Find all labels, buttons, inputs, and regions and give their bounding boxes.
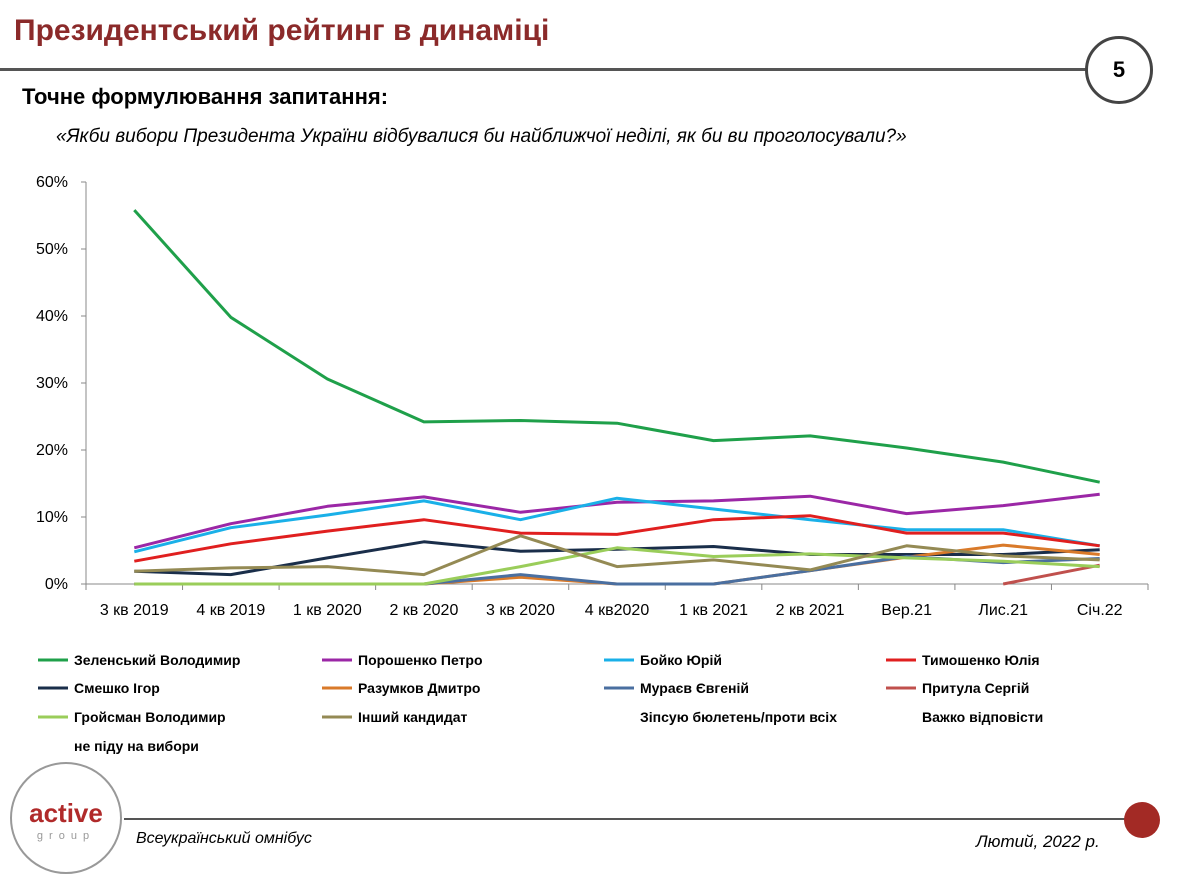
legend-label: не піду на вибори (74, 738, 199, 754)
x-tick-label: Вер.21 (881, 602, 932, 619)
legend-label: Зіпсую бюлетень/проти всіх (640, 709, 837, 725)
question-heading: Точне формулювання запитання: (22, 84, 389, 109)
x-tick-label: 3 кв 2019 (100, 602, 169, 619)
x-tick-label: 4 кв2020 (585, 602, 650, 619)
y-tick-label: 40% (36, 308, 68, 325)
legend-label: Разумков Дмитро (358, 680, 480, 696)
series-line-2 (133, 492, 1100, 550)
x-tick-label: 1 кв 2021 (679, 602, 748, 619)
x-tick-label: Січ.22 (1077, 602, 1123, 619)
logo-word: active (29, 798, 103, 828)
legend-label: Гройсман Володимир (74, 709, 226, 725)
logo-subtext: group (36, 830, 96, 842)
legend-label: Інший кандидат (358, 709, 468, 725)
series-line-10 (134, 534, 1100, 577)
series-line-3 (133, 496, 1100, 554)
footer-source: Всеукраїнський омнібус (136, 830, 312, 847)
x-tick-label: 1 кв 2020 (293, 602, 362, 619)
footer-date: Лютий, 2022 р. (976, 832, 1100, 851)
question-text: «Якби вибори Президента України відбувал… (56, 126, 907, 147)
y-tick-label: 0% (45, 576, 68, 593)
legend-label: Зеленський Володимир (74, 652, 240, 668)
chart-axes: 0% 10% 20% 30% 40% 50% 60% 3 кв 2019 4 кв 2019 1 … (36, 174, 1149, 619)
footer-dot (1124, 802, 1160, 838)
x-tick-label: 4 кв 2019 (196, 602, 265, 619)
y-tick-label: 10% (36, 509, 68, 526)
header-divider (0, 68, 1100, 71)
y-tick-label: 30% (36, 375, 68, 392)
legend-label: Мураєв Євгеній (640, 680, 749, 696)
x-tick-label: 2 кв 2020 (389, 602, 458, 619)
legend-label: Важко відповісти (922, 709, 1043, 725)
series-line-4 (134, 514, 1100, 563)
footer-divider (124, 818, 1134, 820)
page-title: Президентський рейтинг в динаміці (14, 14, 550, 47)
legend-label: Бойко Юрій (640, 652, 722, 668)
y-tick-label: 20% (36, 442, 68, 459)
y-tick-label: 50% (36, 241, 68, 258)
series-line-1 (133, 209, 1101, 484)
legend-label: Порошенко Петро (358, 652, 483, 668)
series-line-8 (1002, 563, 1100, 586)
y-tick-label: 60% (36, 174, 68, 191)
series-line-9 (134, 546, 1100, 586)
active-group-logo: active group (10, 762, 122, 874)
legend-label: Тимошенко Юлія (922, 652, 1040, 668)
x-tick-label: 3 кв 2020 (486, 602, 555, 619)
legend-label: Притула Сергій (922, 680, 1029, 696)
chart-legend: Зеленський Володимир Порошенко Петро Бойко… (38, 652, 1043, 754)
legend-label: Смешко Ігор (74, 680, 160, 696)
x-tick-label: 2 кв 2021 (776, 602, 845, 619)
chart-series (133, 209, 1101, 586)
line-chart: 0% 10% 20% 30% 40% 50% 60% 3 кв 2019 4 кв 2019 1 … (36, 174, 1149, 754)
page-number-badge: 5 (1085, 36, 1153, 104)
x-tick-label: Лис.21 (978, 602, 1028, 619)
